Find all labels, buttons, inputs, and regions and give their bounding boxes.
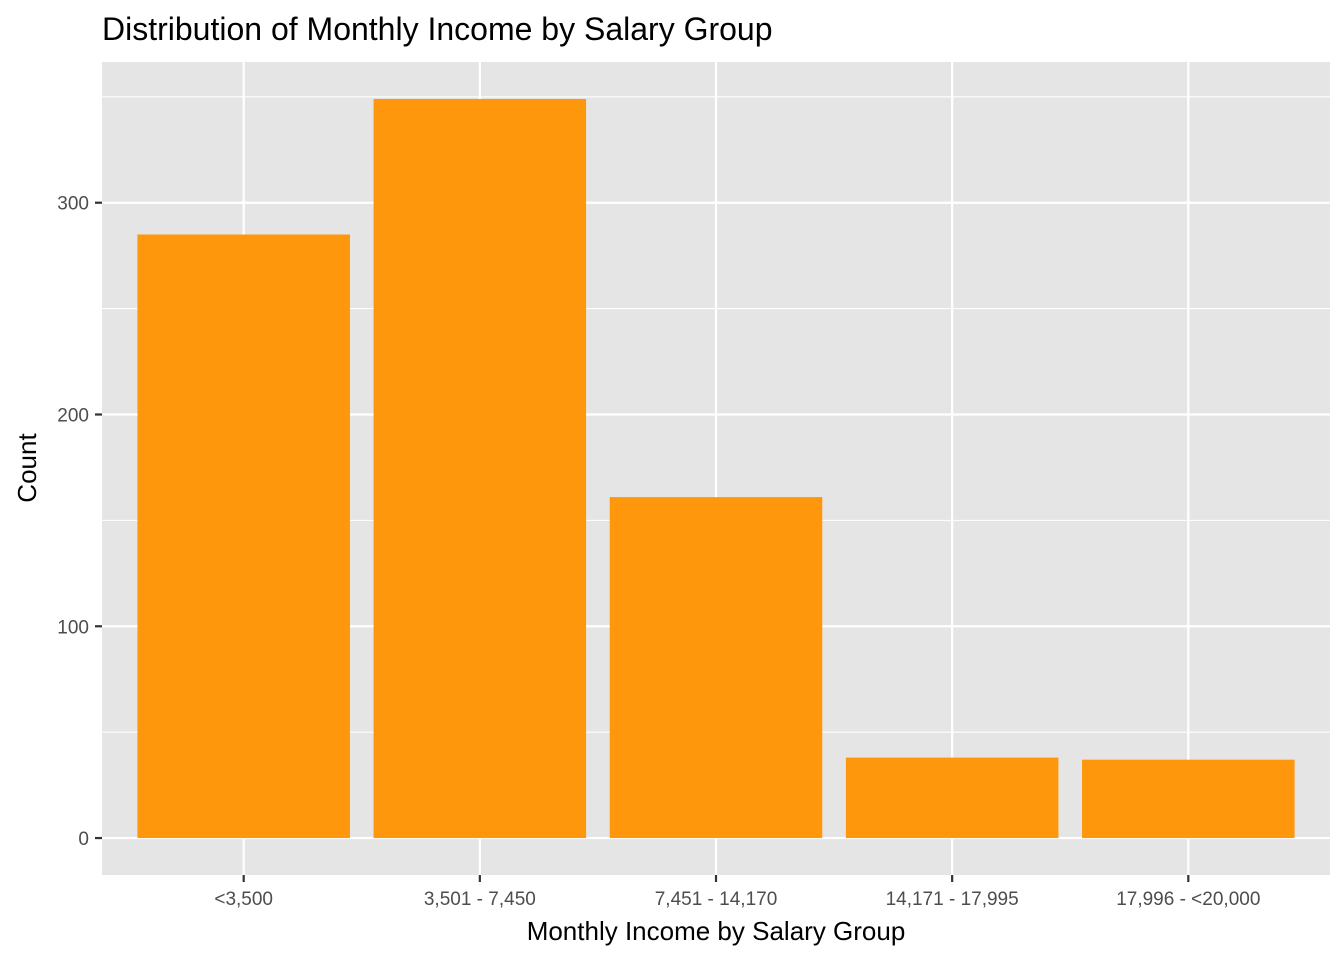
y-tick-label: 100	[57, 617, 89, 638]
y-tick-label: 300	[57, 194, 89, 215]
x-tick-label: 14,171 - 17,995	[886, 889, 1019, 910]
y-tick-label: 0	[78, 829, 89, 850]
bars	[137, 98, 1295, 839]
x-axis: <3,500 3,501 - 7,450 7,451 - 14,170 14,171 …	[214, 875, 1260, 910]
bar	[373, 98, 587, 839]
x-tick-label: 7,451 - 14,170	[655, 889, 778, 910]
bar	[609, 497, 823, 839]
y-tick-label: 200	[57, 405, 89, 426]
bar	[1082, 759, 1295, 839]
bar	[845, 757, 1059, 839]
x-tick-label: 3,501 - 7,450	[424, 889, 536, 910]
x-axis-title: Monthly Income by Salary Group	[527, 916, 906, 946]
x-tick-label: <3,500	[214, 889, 273, 910]
chart-title: Distribution of Monthly Income by Salary…	[102, 11, 773, 47]
bar	[137, 234, 350, 839]
y-axis-title: Count	[12, 433, 42, 503]
x-tick-label: 17,996 - <20,000	[1116, 889, 1260, 910]
y-axis: 0 100 200 300	[57, 194, 102, 850]
